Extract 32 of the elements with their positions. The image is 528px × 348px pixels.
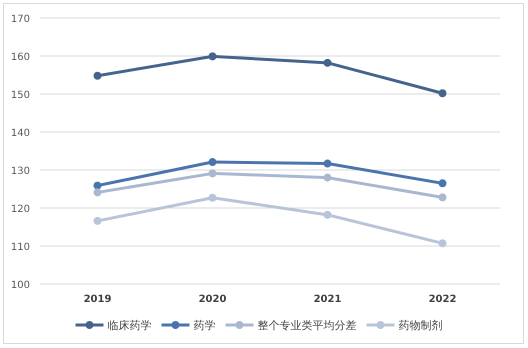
y-tick-label: 160 [10, 52, 30, 63]
point [324, 160, 332, 168]
x-tick-label: 2019 [84, 294, 112, 305]
point [324, 174, 332, 182]
y-tick-label: 150 [10, 90, 30, 101]
legend-label: 药物制剂 [398, 319, 442, 332]
point [94, 216, 102, 225]
x-tick-label: 2020 [198, 294, 226, 305]
y-tick-label: 170 [10, 14, 30, 25]
legend-label: 整个专业类平均分差 [258, 319, 356, 332]
y-tick-label: 140 [10, 128, 30, 139]
point [208, 169, 216, 178]
point [438, 89, 446, 98]
y-tick-label: 110 [10, 242, 30, 253]
legend-label: 临床药学 [108, 319, 152, 332]
point [94, 182, 102, 190]
point [324, 58, 332, 67]
y-tick-label: 130 [10, 166, 30, 177]
point [94, 188, 102, 196]
point [324, 210, 332, 219]
y-tick-label: 100 [10, 280, 30, 291]
point [94, 72, 102, 80]
point [208, 158, 216, 166]
point [438, 239, 446, 248]
y-tick-label: 120 [10, 204, 30, 215]
point [208, 194, 216, 202]
x-tick-label: 2022 [428, 294, 456, 305]
point [438, 179, 446, 188]
legend-label: 药学 [194, 319, 216, 332]
point [438, 193, 446, 202]
point [208, 52, 216, 60]
x-tick-label: 2021 [314, 294, 342, 305]
